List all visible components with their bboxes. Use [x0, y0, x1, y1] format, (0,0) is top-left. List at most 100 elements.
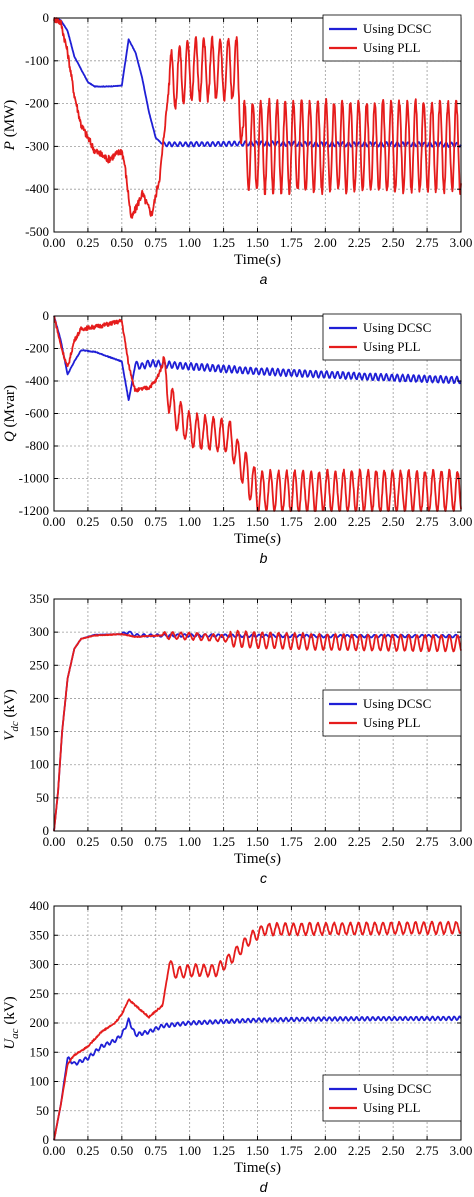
y-tick-label: 0: [43, 308, 50, 323]
x-tick-label: 3.00: [450, 235, 473, 250]
x-tick-label: 0.50: [110, 235, 133, 250]
y-tick-label: 300: [30, 957, 50, 972]
panel-label: c: [260, 870, 267, 886]
y-axis-title: Q (Mvar): [2, 385, 18, 442]
legend: Using DCSC Using PLL: [322, 1074, 462, 1122]
x-tick-label: 1.00: [178, 834, 201, 849]
y-tick-label: -1000: [19, 471, 49, 486]
series-line-using-pll: [53, 17, 462, 219]
x-axis-title: Time(s): [234, 252, 281, 268]
x-tick-label: 0.00: [43, 1143, 66, 1158]
x-tick-label: 0.50: [110, 1143, 133, 1158]
y-tick-label: 150: [30, 1044, 50, 1059]
x-tick-label: 3.00: [450, 1143, 473, 1158]
y-tick-label: 300: [30, 624, 50, 639]
legend-label: Using PLL: [363, 715, 420, 730]
x-tick-label: 3.00: [450, 514, 473, 529]
y-tick-label: -400: [25, 181, 49, 196]
y-tick-label: 100: [30, 1074, 50, 1089]
legend-box: [322, 689, 462, 737]
x-tick-label: 1.25: [212, 834, 235, 849]
y-tick-label: 250: [30, 986, 50, 1001]
y-tick-label: -1200: [19, 503, 49, 518]
x-axis-title: Time(s): [234, 1160, 281, 1176]
x-tick-label: 0.50: [110, 834, 133, 849]
series-line-using-pll: [53, 920, 462, 1141]
y-tick-label: -200: [25, 341, 49, 356]
x-tick-label: 1.50: [246, 1143, 269, 1158]
legend-label: Using PLL: [363, 40, 420, 55]
y-tick-label: -100: [25, 53, 49, 68]
x-tick-label: 2.75: [416, 834, 439, 849]
x-tick-label: 0.25: [77, 1143, 100, 1158]
x-tick-label: 0.25: [77, 235, 100, 250]
x-tick-label: 2.00: [314, 235, 337, 250]
x-axis-title: Time(s): [234, 851, 281, 867]
panel-label: b: [260, 550, 268, 566]
x-tick-label: 1.75: [280, 1143, 303, 1158]
x-tick-label: 1.25: [212, 235, 235, 250]
x-tick-label: 0.25: [77, 834, 100, 849]
x-tick-label: 1.75: [280, 834, 303, 849]
chart-panel-b: 0.00 0.25 0.50 0.75 1.00 1.25 1.50 1.75 2.00 2.25…: [2, 308, 472, 566]
x-tick-label: 0.00: [43, 834, 66, 849]
y-tick-label: 0: [43, 1132, 50, 1147]
legend-label: Using PLL: [363, 1100, 420, 1115]
y-tick-label: 50: [36, 1103, 49, 1118]
x-tick-label: 1.00: [178, 514, 201, 529]
x-tick-label: 2.25: [348, 834, 371, 849]
panel-label: a: [260, 271, 268, 287]
x-tick-label: 1.50: [246, 834, 269, 849]
x-axis-title: Time(s): [234, 531, 281, 547]
y-tick-label: 350: [30, 927, 50, 942]
x-tick-label: 2.25: [348, 235, 371, 250]
chart-panel-d: 0.00 0.25 0.50 0.75 1.00 1.25 1.50 1.75 2.00 2.25…: [2, 898, 472, 1195]
y-tick-label: -500: [25, 224, 49, 239]
y-tick-label: 0: [43, 10, 50, 25]
legend: Using DCSC Using PLL: [322, 313, 462, 361]
legend-label: Using DCSC: [363, 320, 431, 335]
x-tick-label: 0.75: [144, 834, 167, 849]
legend-label: Using DCSC: [363, 1081, 431, 1096]
y-tick-label: -400: [25, 373, 49, 388]
x-tick-label: 1.75: [280, 514, 303, 529]
series-line-using-pll: [53, 629, 462, 832]
x-tick-label: 1.75: [280, 235, 303, 250]
legend: Using DCSC Using PLL: [322, 689, 462, 737]
y-tick-label: -300: [25, 138, 49, 153]
chart-panel-c: 0.00 0.25 0.50 0.75 1.00 1.25 1.50 1.75 2.00 2.25…: [2, 591, 472, 886]
legend-box: [322, 313, 462, 361]
x-tick-label: 2.75: [416, 235, 439, 250]
legend-label: Using DCSC: [363, 696, 431, 711]
legend-box: [322, 14, 462, 62]
x-tick-label: 1.50: [246, 514, 269, 529]
x-tick-label: 0.75: [144, 235, 167, 250]
x-tick-label: 1.50: [246, 235, 269, 250]
x-tick-label: 2.75: [416, 1143, 439, 1158]
x-tick-label: 2.50: [382, 235, 405, 250]
legend: Using DCSC Using PLL: [322, 14, 462, 62]
y-tick-label: 50: [36, 790, 49, 805]
panel-label: d: [260, 1179, 269, 1195]
x-tick-label: 2.00: [314, 1143, 337, 1158]
y-axis-title: Uac (kV): [2, 996, 21, 1049]
chart-panel-a: 0.00 0.25 0.50 0.75 1.00 1.25 1.50 1.75 2.00 2.25…: [2, 10, 472, 287]
legend-label: Using DCSC: [363, 21, 431, 36]
y-tick-label: 400: [30, 898, 50, 913]
x-tick-label: 2.25: [348, 514, 371, 529]
x-tick-label: 1.00: [178, 1143, 201, 1158]
x-tick-label: 1.25: [212, 514, 235, 529]
x-tick-label: 0.25: [77, 514, 100, 529]
y-tick-label: -800: [25, 438, 49, 453]
x-tick-label: 0.75: [144, 1143, 167, 1158]
x-tick-label: 1.00: [178, 235, 201, 250]
x-tick-label: 2.50: [382, 514, 405, 529]
y-tick-label: 0: [43, 823, 50, 838]
x-tick-label: 2.75: [416, 514, 439, 529]
y-tick-label: 100: [30, 757, 50, 772]
y-axis-title: Vdc (kV): [2, 689, 21, 741]
series-line-using-dcsc: [53, 315, 462, 401]
x-tick-label: 2.25: [348, 1143, 371, 1158]
x-tick-label: 0.75: [144, 514, 167, 529]
